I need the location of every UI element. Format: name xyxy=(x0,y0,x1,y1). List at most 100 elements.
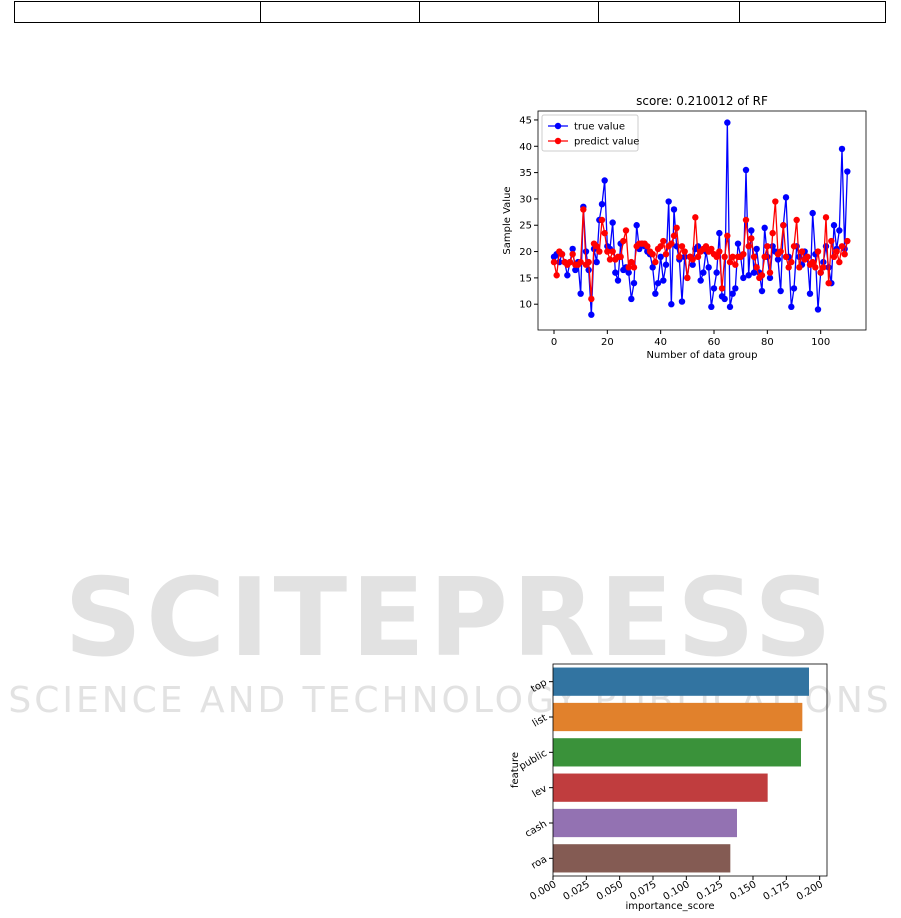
chart-title: score: 0.210012 of RF xyxy=(636,94,768,108)
data-point xyxy=(708,303,715,311)
data-point xyxy=(601,229,608,237)
data-point xyxy=(716,229,723,237)
x-tick-label: 0.175 xyxy=(762,879,792,903)
data-point xyxy=(790,243,798,250)
data-point xyxy=(628,295,635,303)
data-point xyxy=(812,264,819,271)
data-point xyxy=(649,264,656,271)
y-tick-label: public xyxy=(517,748,549,773)
plot-frame xyxy=(537,110,867,331)
data-point xyxy=(838,145,846,153)
data-point xyxy=(601,177,608,184)
legend-marker xyxy=(554,137,562,145)
data-point xyxy=(742,166,750,174)
data-point xyxy=(764,243,771,250)
data-point xyxy=(598,200,606,208)
data-point xyxy=(609,248,616,255)
data-point xyxy=(588,295,595,303)
x-tick-label: 80 xyxy=(761,337,774,348)
data-point xyxy=(697,277,704,284)
data-point xyxy=(585,258,592,266)
data-point xyxy=(625,269,632,276)
y-tick-label: 25 xyxy=(519,221,532,232)
data-point xyxy=(769,229,776,237)
data-point xyxy=(660,237,667,245)
x-tick-label: 100 xyxy=(811,337,830,348)
x-tick-label: 0.100 xyxy=(662,879,692,903)
data-point xyxy=(660,277,667,284)
watermark-title: SCITEPRESS xyxy=(64,556,835,681)
data-point xyxy=(780,222,787,229)
data-point xyxy=(809,258,816,266)
data-point xyxy=(593,243,600,250)
data-point xyxy=(630,264,638,271)
data-point xyxy=(814,306,822,313)
data-point xyxy=(572,266,579,274)
legend-marker xyxy=(554,122,562,130)
legend-label: predict value xyxy=(574,137,639,148)
data-point xyxy=(577,258,584,266)
y-tick-label: lev xyxy=(531,783,549,800)
data-point xyxy=(558,250,566,258)
data-point xyxy=(740,250,747,258)
data-point xyxy=(689,261,696,268)
legend-box xyxy=(541,114,639,152)
data-point xyxy=(694,253,702,261)
data-point xyxy=(726,258,734,266)
data-point xyxy=(577,290,584,297)
y-tick-label: cash xyxy=(523,819,549,840)
data-point xyxy=(588,311,595,318)
data-point xyxy=(724,232,731,239)
bar xyxy=(553,667,809,696)
data-point xyxy=(652,290,659,297)
data-point xyxy=(550,258,558,266)
data-point xyxy=(777,287,784,295)
data-point xyxy=(838,243,846,250)
data-point xyxy=(817,269,824,276)
data-point xyxy=(758,272,766,279)
data-point xyxy=(569,250,576,258)
data-point xyxy=(732,285,739,292)
data-point xyxy=(766,269,774,276)
data-point xyxy=(657,243,664,250)
data-point xyxy=(564,272,571,279)
x-tick-label: 60 xyxy=(708,337,721,348)
table-border xyxy=(14,1,886,23)
data-point xyxy=(654,279,662,287)
data-point xyxy=(622,227,630,234)
data-point xyxy=(710,285,718,292)
legend-label: true value xyxy=(574,122,625,133)
data-point xyxy=(609,219,616,226)
data-point xyxy=(662,250,670,258)
data-point xyxy=(676,253,683,261)
data-point xyxy=(689,256,696,263)
data-point xyxy=(713,269,720,276)
data-point xyxy=(761,253,768,261)
data-point xyxy=(828,237,835,245)
data-point xyxy=(724,119,731,126)
data-point xyxy=(788,258,795,266)
data-point xyxy=(753,264,760,271)
x-tick-label: 20 xyxy=(601,337,614,348)
data-point xyxy=(649,250,656,258)
data-point xyxy=(745,272,752,279)
bar xyxy=(553,808,737,838)
x-tick-label: 0 xyxy=(551,337,557,348)
data-point xyxy=(665,198,672,205)
data-point xyxy=(606,256,614,263)
data-point xyxy=(580,206,587,213)
data-point xyxy=(705,264,712,271)
data-point xyxy=(772,198,779,205)
data-point xyxy=(692,214,699,221)
data-point xyxy=(766,274,774,282)
data-point xyxy=(836,258,843,266)
data-point xyxy=(553,272,560,279)
data-point xyxy=(742,216,750,224)
data-point xyxy=(732,261,739,268)
data-point xyxy=(830,222,838,229)
data-point xyxy=(809,209,816,217)
data-point xyxy=(620,237,627,245)
data-point xyxy=(761,224,768,232)
data-point xyxy=(721,295,728,303)
